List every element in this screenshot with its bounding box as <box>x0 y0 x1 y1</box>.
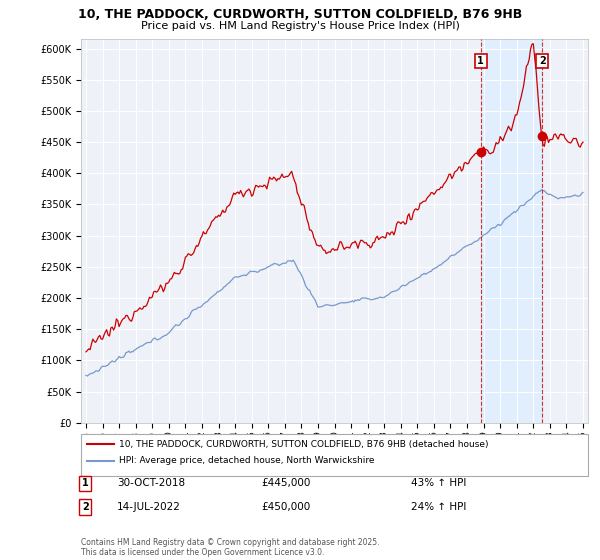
Text: 2: 2 <box>82 502 89 512</box>
Bar <box>481 39 542 423</box>
Text: HPI: Average price, detached house, North Warwickshire: HPI: Average price, detached house, Nort… <box>119 456 374 465</box>
Text: Contains HM Land Registry data © Crown copyright and database right 2025.
This d: Contains HM Land Registry data © Crown c… <box>81 538 380 557</box>
Text: 14-JUL-2022: 14-JUL-2022 <box>117 502 181 512</box>
Text: 2: 2 <box>539 56 545 66</box>
Text: £450,000: £450,000 <box>261 502 310 512</box>
Text: Price paid vs. HM Land Registry's House Price Index (HPI): Price paid vs. HM Land Registry's House … <box>140 21 460 31</box>
Text: 1: 1 <box>82 478 89 488</box>
Text: 1: 1 <box>478 56 484 66</box>
Text: 43% ↑ HPI: 43% ↑ HPI <box>411 478 466 488</box>
Text: £445,000: £445,000 <box>261 478 310 488</box>
Text: 24% ↑ HPI: 24% ↑ HPI <box>411 502 466 512</box>
Text: 10, THE PADDOCK, CURDWORTH, SUTTON COLDFIELD, B76 9HB: 10, THE PADDOCK, CURDWORTH, SUTTON COLDF… <box>78 8 522 21</box>
Text: 30-OCT-2018: 30-OCT-2018 <box>117 478 185 488</box>
Text: 10, THE PADDOCK, CURDWORTH, SUTTON COLDFIELD, B76 9HB (detached house): 10, THE PADDOCK, CURDWORTH, SUTTON COLDF… <box>119 440 488 449</box>
